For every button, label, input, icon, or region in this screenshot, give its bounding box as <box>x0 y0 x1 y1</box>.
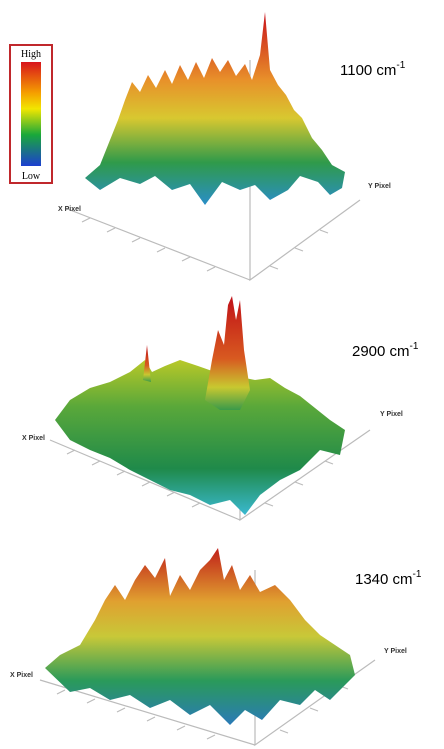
exponent: -1 <box>410 341 419 352</box>
y-axis-label: Y Pixel <box>368 183 391 190</box>
y-axis-label: Y Pixel <box>380 411 403 418</box>
colorbar <box>21 62 41 166</box>
x-axis-label: X Pixel <box>22 435 45 442</box>
exponent: -1 <box>413 569 422 580</box>
figure: High Low 1100 cm-1 X Pixel Y Pixel 2900 … <box>0 0 444 749</box>
y-axis-label: Y Pixel <box>384 648 407 655</box>
colorbar-high: High <box>21 49 41 60</box>
colorbar-low: Low <box>22 171 41 182</box>
surface-plot: 2900 cm-1 X Pixel Y Pixel <box>22 296 419 520</box>
wavenumber-label: 2900 cm-1 <box>352 341 419 360</box>
x-axis-label: X Pixel <box>10 672 33 679</box>
surface <box>85 12 345 205</box>
wavenumber: 2900 cm <box>352 343 410 360</box>
x-axis-label: X Pixel <box>58 206 81 213</box>
wavenumber: 1100 cm <box>340 62 396 79</box>
surface <box>45 548 355 725</box>
peak <box>205 296 250 410</box>
wavenumber-label: 1100 cm-1 <box>340 60 406 79</box>
surface-plot: 1340 cm-1 X Pixel Y Pixel <box>10 548 422 745</box>
wavenumber: 1340 cm <box>355 571 413 588</box>
surface <box>55 360 345 515</box>
exponent: -1 <box>396 60 405 71</box>
surface-plot: 1100 cm-1 X Pixel Y Pixel <box>58 12 406 280</box>
wavenumber-label: 1340 cm-1 <box>355 569 422 588</box>
